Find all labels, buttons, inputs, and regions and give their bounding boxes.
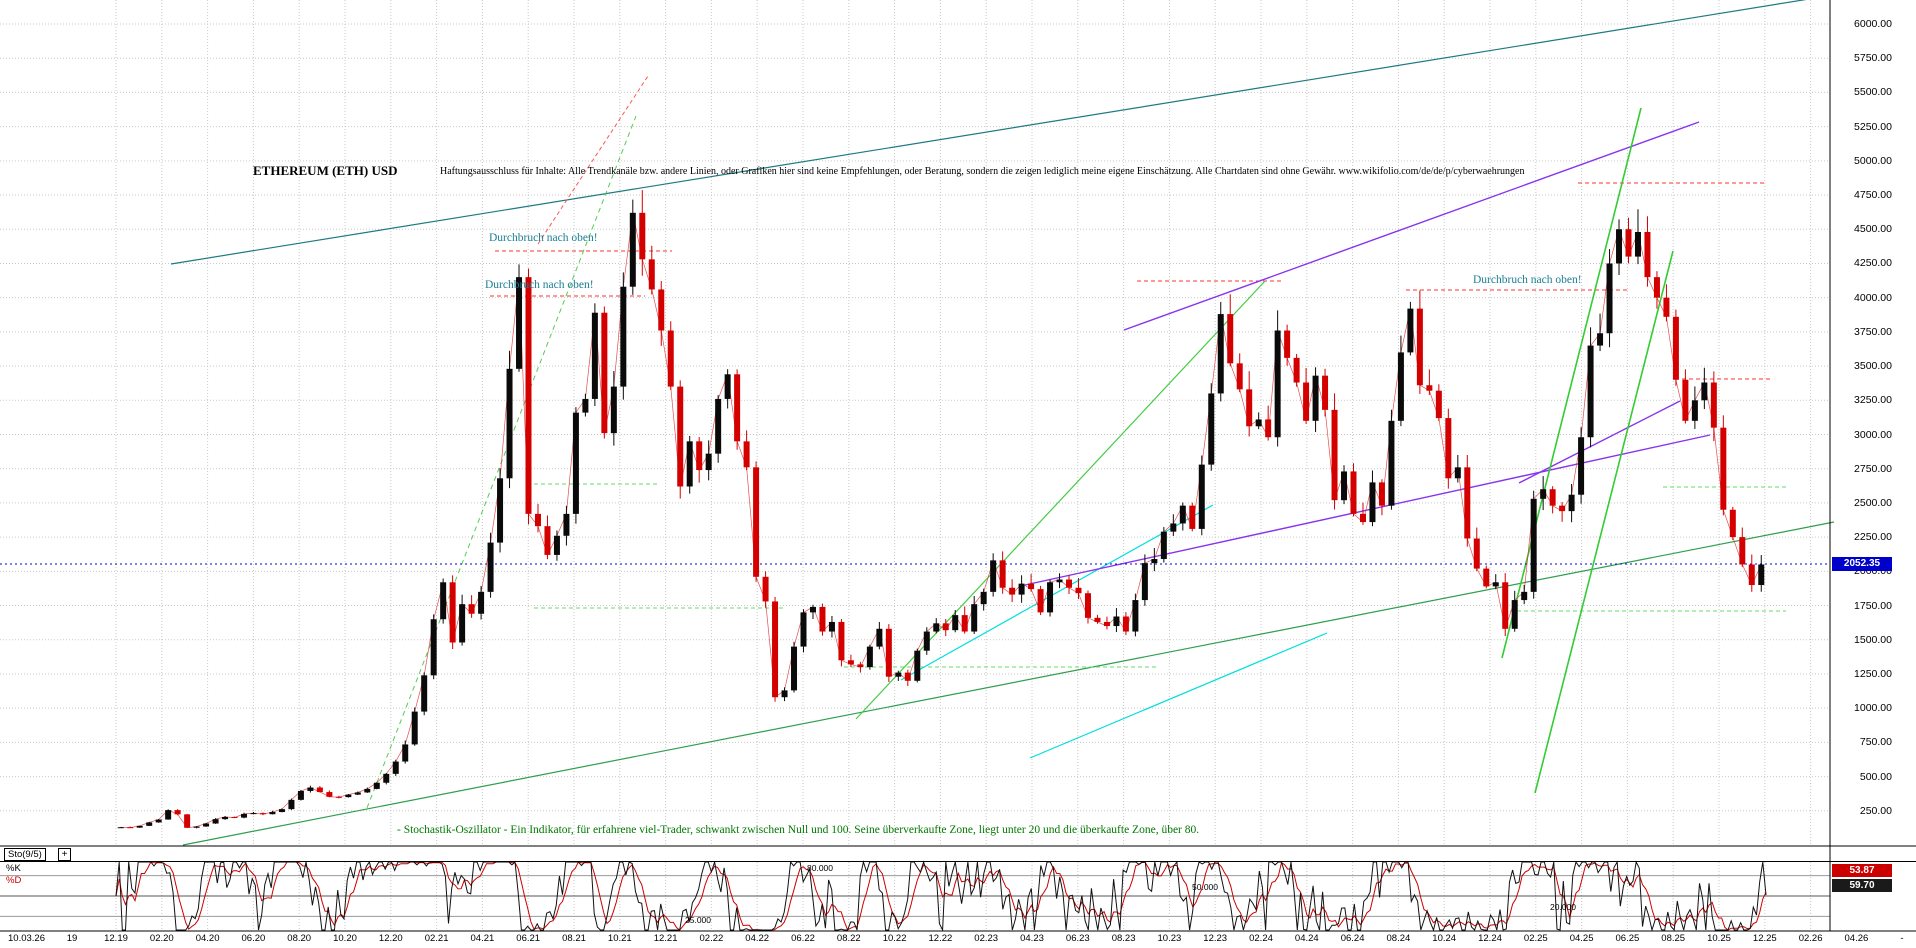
time-axis-label: 02.21 <box>424 933 449 944</box>
time-axis-label: 08.21 <box>562 933 586 944</box>
time-axis-label: 04.20 <box>195 933 220 944</box>
time-axis-label: 12.19 <box>104 933 128 944</box>
price-axis-label: 1250.00 <box>1854 667 1892 680</box>
time-axis-label: 08.20 <box>287 933 312 944</box>
oscillator-level-label: 20.000 <box>1550 902 1576 912</box>
time-axis-label: 04.21 <box>470 933 495 944</box>
price-axis-label: 2500.00 <box>1854 496 1892 509</box>
price-axis-label: 4500.00 <box>1854 223 1892 236</box>
breakout-annotation-1: Durchbruch nach oben! <box>489 232 598 244</box>
price-axis-label: 3000.00 <box>1854 428 1892 441</box>
time-axis-label: 08.23 <box>1111 933 1136 944</box>
price-axis-label: 3250.00 <box>1854 394 1892 407</box>
time-axis-label: 12.21 <box>653 933 678 944</box>
oscillator-level-label: 25.000 <box>685 915 711 925</box>
time-axis-label: 04.23 <box>1020 933 1044 944</box>
time-axis-label: 06.22 <box>791 933 815 944</box>
time-axis-label: 02.20 <box>149 933 174 944</box>
time-axis-label: 06.20 <box>241 933 266 944</box>
time-axis-label: 02.25 <box>1523 933 1548 944</box>
price-axis-label: 1500.00 <box>1854 633 1892 646</box>
price-axis-label: 2250.00 <box>1854 531 1892 544</box>
breakout-annotation-2: Durchbruch nach oben! <box>485 279 594 291</box>
current-price-badge: 2052.35 <box>1832 557 1892 571</box>
price-axis-label: 3750.00 <box>1854 325 1892 338</box>
price-axis-label: 5750.00 <box>1854 52 1892 65</box>
price-axis-label: 4250.00 <box>1854 257 1892 270</box>
time-axis-label: 02.23 <box>974 933 999 944</box>
price-axis-label: 4750.00 <box>1854 189 1892 202</box>
time-axis-label: 04.25 <box>1569 933 1594 944</box>
time-axis-label: 02.22 <box>699 933 724 944</box>
time-axis-label: 10.25 <box>1707 933 1731 944</box>
disclaimer-text: Haftungsausschluss für Inhalte: Alle Tre… <box>440 166 1525 177</box>
price-axis-label: 5500.00 <box>1854 86 1892 99</box>
chart-title: ETHEREUM (ETH) USD <box>253 163 398 178</box>
time-axis-label: 10.24 <box>1432 933 1457 944</box>
oscillator-description: - Stochastik-Oszillator - Ein Indikator,… <box>397 824 1200 836</box>
price-axis-label: 1000.00 <box>1854 702 1892 715</box>
time-axis-label: 10.23 <box>1157 933 1182 944</box>
time-axis-label: 06.24 <box>1340 933 1365 944</box>
time-axis-label: 10.21 <box>607 933 632 944</box>
percent-d-label: %D <box>6 875 22 886</box>
stochastic-d-value-badge: 59.70 <box>1832 879 1892 892</box>
time-axis-label: 04.22 <box>745 933 770 944</box>
sto-indicator-label: Sto(9/5) <box>4 848 46 861</box>
price-axis-label: 3500.00 <box>1854 360 1892 373</box>
time-axis-label: 08.24 <box>1386 933 1411 944</box>
oscillator-level-label: 80.000 <box>807 863 833 873</box>
time-axis-label: 06.25 <box>1615 933 1640 944</box>
time-axis-label: 12.25 <box>1752 933 1777 944</box>
time-axis-label: 10.20 <box>333 933 357 944</box>
oscillator-level-label: 50.000 <box>1192 882 1218 892</box>
time-axis-label: - <box>1900 933 1904 944</box>
price-axis-label: 5000.00 <box>1854 154 1892 167</box>
price-axis-label: 2750.00 <box>1854 462 1892 475</box>
time-axis-label: 12.24 <box>1478 933 1502 944</box>
price-axis-label: 250.00 <box>1859 804 1892 817</box>
price-axis-label: 1750.00 <box>1854 599 1892 612</box>
time-axis-label: 06.23 <box>1065 933 1090 944</box>
stochastic-k-value-badge: 53.87 <box>1832 864 1892 877</box>
price-axis-label: 5250.00 <box>1854 120 1892 133</box>
price-axis-label: 750.00 <box>1859 736 1892 749</box>
time-axis-label: 08.25 <box>1661 933 1686 944</box>
percent-k-label: %K <box>6 863 21 874</box>
time-axis-label: 08.22 <box>836 933 861 944</box>
price-axis-label: 6000.00 <box>1854 18 1892 30</box>
time-axis-label: 19 <box>66 933 78 944</box>
time-axis-label: 10.22 <box>882 933 907 944</box>
time-axis-label: 12.23 <box>1203 933 1228 944</box>
breakout-annotation-3: Durchbruch nach oben! <box>1473 274 1582 286</box>
time-axis-label: 04.24 <box>1294 933 1319 944</box>
time-axis-label: 10.03.26 <box>8 933 45 944</box>
time-axis-labels: 10.03.26 19 12.19 02.20 04.20 06.20 08.20 10.20… <box>0 933 1916 948</box>
time-axis-label: 12.20 <box>378 933 403 944</box>
add-indicator-button[interactable]: + <box>58 848 71 861</box>
price-axis-label: 500.00 <box>1859 770 1892 783</box>
time-axis-label: 06.21 <box>516 933 541 944</box>
time-axis-label: 04.26 <box>1844 933 1869 944</box>
time-axis-label: 12.22 <box>928 933 953 944</box>
time-axis-label: 02.26 <box>1798 933 1823 944</box>
time-axis-label: 02.24 <box>1249 933 1273 944</box>
price-axis-label: 4000.00 <box>1854 291 1892 304</box>
